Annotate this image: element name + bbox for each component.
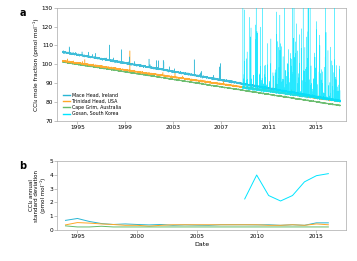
Legend: Mace Head, Ireland, Trinidad Head, USA, Cape Grim, Australia, Gosan, South Korea: Mace Head, Ireland, Trinidad Head, USA, … [62,92,122,117]
Text: a: a [20,8,26,18]
Text: b: b [20,161,27,171]
Y-axis label: CCl₄ annual
standard deviation
(pmol mol⁻¹): CCl₄ annual standard deviation (pmol mol… [29,169,46,222]
X-axis label: Date: Date [194,242,209,247]
Y-axis label: CCl₄ mole fraction (pmol mol⁻¹): CCl₄ mole fraction (pmol mol⁻¹) [33,18,39,110]
